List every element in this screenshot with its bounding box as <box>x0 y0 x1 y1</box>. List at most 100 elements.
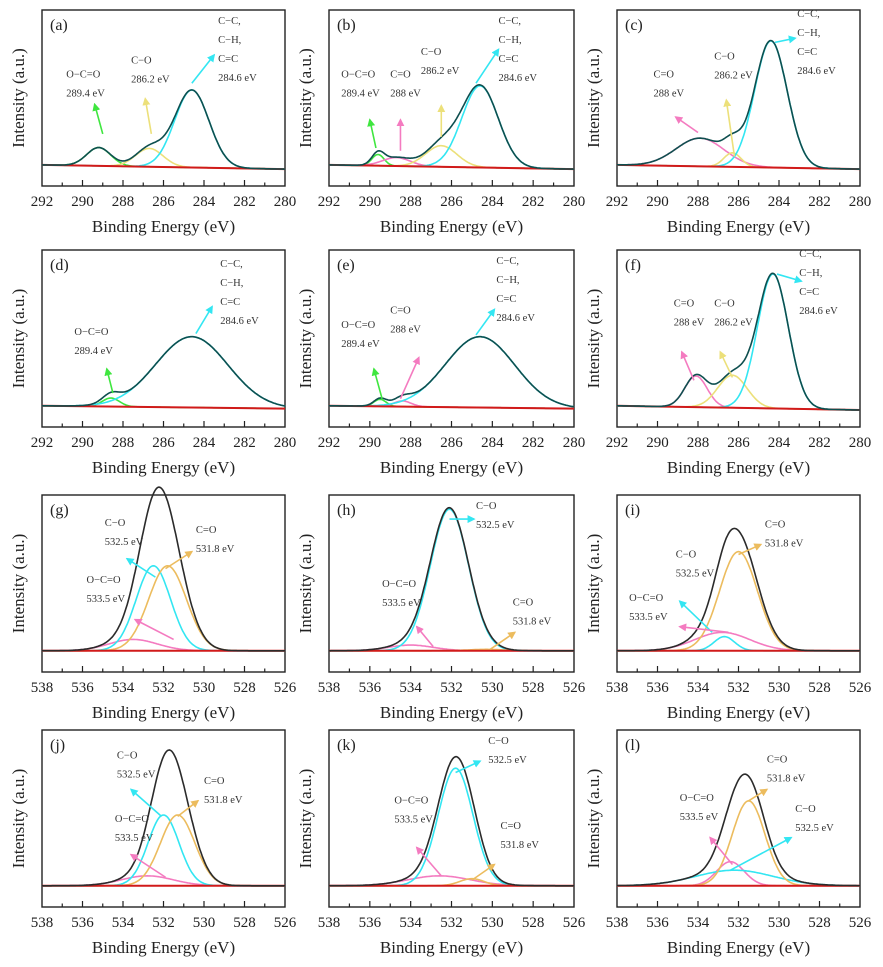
annotation-label: C=O <box>765 520 786 531</box>
annotation-label: C=O <box>513 597 534 608</box>
x-tick-label: 534 <box>399 680 422 696</box>
x-tick-label: 526 <box>274 915 297 931</box>
x-tick-label: 286 <box>440 435 463 451</box>
annotation-label: O−C=O <box>680 793 714 804</box>
background-line <box>616 163 861 171</box>
annotation-arrow <box>195 305 213 334</box>
annotation-label: C−O <box>476 501 497 512</box>
annotation-label: 532.5 eV <box>488 755 527 766</box>
x-tick-label: 534 <box>687 680 710 696</box>
plot-frame <box>616 729 861 908</box>
annotation-label: C−C, <box>498 16 521 27</box>
y-axis-label: Intensity (a.u.) <box>9 48 28 148</box>
x-tick-label: 526 <box>849 915 872 931</box>
annotation-arrow <box>165 550 194 570</box>
x-tick-label: 292 <box>606 194 629 210</box>
x-tick-label: 280 <box>849 435 872 451</box>
x-tick-label: 528 <box>233 915 256 931</box>
panel-label: (b) <box>337 17 356 34</box>
x-tick-label: 284 <box>193 435 216 451</box>
x-axis-label: Binding Energy (eV) <box>92 458 235 477</box>
annotation-label: O−C=O <box>394 796 428 807</box>
panel-c: 292 290 288 286 284 282 280 Binding Energy (eV)… <box>584 9 871 236</box>
y-axis-label: Intensity (a.u.) <box>584 289 603 389</box>
x-tick-label: 288 <box>112 435 135 451</box>
x-tick-label: 284 <box>481 194 504 210</box>
x-tick-label: 530 <box>768 680 791 696</box>
x-tick-label: 538 <box>31 915 54 931</box>
annotation-label: O−C=O <box>341 70 375 81</box>
envelope-curve <box>617 527 860 652</box>
y-axis-label: Intensity (a.u.) <box>584 769 603 869</box>
x-tick-label: 536 <box>646 680 669 696</box>
x-tick-label: 286 <box>152 435 175 451</box>
annotation-label: 289.4 eV <box>66 89 105 100</box>
x-tick-label: 536 <box>71 915 94 931</box>
x-tick-label: 282 <box>522 435 545 451</box>
x-tick-label: 538 <box>606 915 629 931</box>
y-axis-label: Intensity (a.u.) <box>296 289 315 389</box>
annotation-arrow <box>738 543 763 556</box>
annotation-label: 289.4 eV <box>341 339 380 350</box>
annotation-arrow <box>774 35 797 44</box>
x-tick-label: 288 <box>687 194 710 210</box>
x-tick-label: 532 <box>152 680 175 696</box>
annotation-label: 531.8 eV <box>767 774 806 785</box>
annotation-label: 533.5 eV <box>87 594 126 605</box>
annotation-label: C=C <box>498 54 518 65</box>
envelope-curve <box>617 272 860 411</box>
panel-h: 538 536 534 532 530 528 526 Binding Energy (eV)… <box>296 494 586 722</box>
annotation-arrow <box>680 350 695 381</box>
panel-label: (g) <box>50 502 69 519</box>
annotation-label: C−C, <box>220 259 243 270</box>
x-tick-label: 532 <box>727 680 750 696</box>
panel-label: (j) <box>50 737 65 754</box>
annotation-arrow <box>399 356 420 400</box>
y-axis-label: Intensity (a.u.) <box>9 769 28 869</box>
panel-i: 538 536 534 532 530 528 526 Binding Energy (eV)… <box>584 494 872 722</box>
annotation-label: C−C, <box>797 9 820 20</box>
x-tick-label: 528 <box>808 680 831 696</box>
x-tick-label: 538 <box>318 680 341 696</box>
annotation-label: 288 eV <box>674 318 705 329</box>
x-tick-label: 284 <box>481 435 504 451</box>
annotation-arrow <box>415 625 434 648</box>
annotation-label: C−H, <box>220 278 243 289</box>
peak-orange <box>617 799 860 887</box>
annotation-arrow <box>730 836 793 871</box>
x-tick-label: 538 <box>31 680 54 696</box>
annotation-label: O−C=O <box>87 575 121 586</box>
x-tick-label: 290 <box>71 194 94 210</box>
peak-pink <box>42 874 285 887</box>
x-axis-label: Binding Energy (eV) <box>667 938 810 957</box>
x-tick-label: 280 <box>274 435 297 451</box>
plot-frame <box>616 249 861 428</box>
envelope-curve <box>329 755 574 887</box>
envelope-curve <box>41 486 285 652</box>
x-tick-label: 532 <box>152 915 175 931</box>
x-tick-label: 528 <box>522 680 545 696</box>
peak-cyan <box>42 564 285 652</box>
annotation-label: C−H, <box>799 268 822 279</box>
x-tick-label: 526 <box>563 680 586 696</box>
annotation-label: 532.5 eV <box>105 537 144 548</box>
annotation-label: C−O <box>676 549 697 560</box>
x-tick-label: 284 <box>768 435 791 451</box>
annotation-label: 284.6 eV <box>498 73 537 84</box>
annotation-label: C−O <box>714 299 735 310</box>
annotation-label: 531.8 eV <box>501 840 540 851</box>
annotation-arrow <box>371 367 383 399</box>
x-tick-label: 292 <box>31 194 54 210</box>
y-axis-label: Intensity (a.u.) <box>9 534 28 634</box>
annotation-label: 284.6 eV <box>797 66 836 77</box>
annotation-label: C−H, <box>496 275 519 286</box>
annotation-label: C=O <box>204 776 225 787</box>
annotation-label: O−C=O <box>115 814 149 825</box>
x-axis-label: Binding Energy (eV) <box>380 217 523 236</box>
x-tick-label: 288 <box>399 435 422 451</box>
panel-label: (c) <box>625 17 643 34</box>
x-axis-label: Binding Energy (eV) <box>667 458 810 477</box>
x-tick-label: 536 <box>359 915 382 931</box>
envelope-curve <box>329 83 574 170</box>
annotation-arrow <box>455 760 482 774</box>
